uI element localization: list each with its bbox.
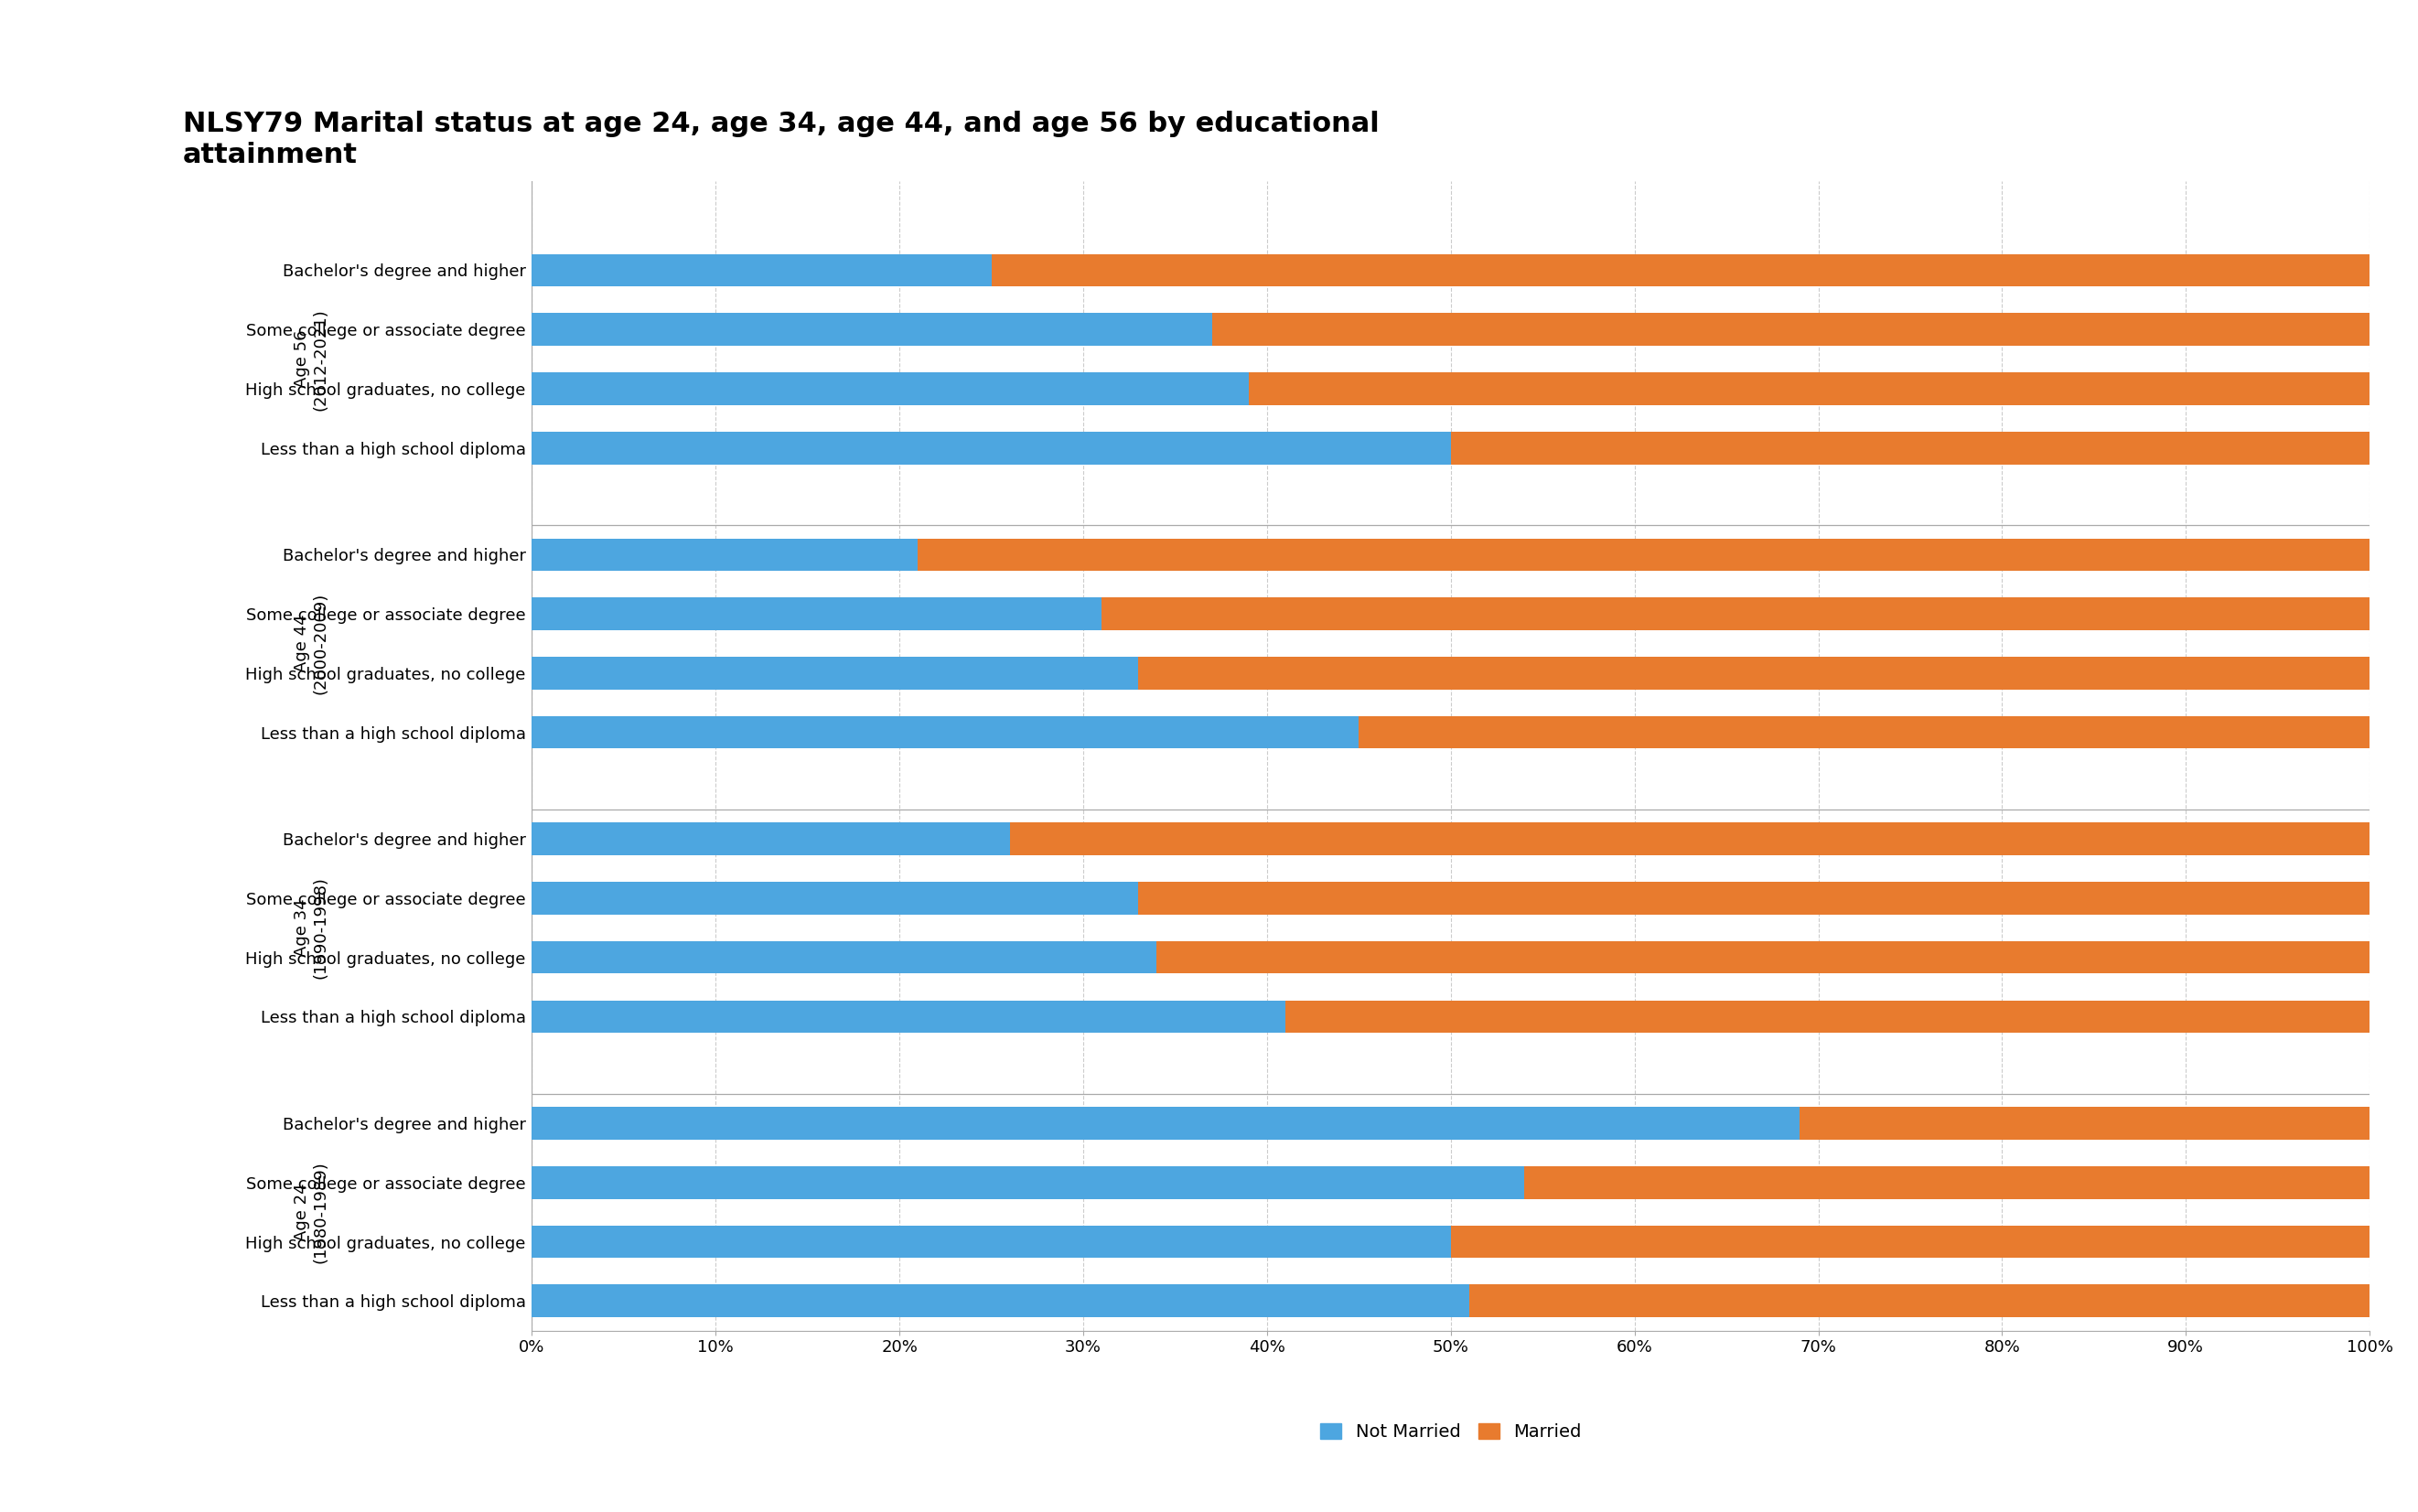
Bar [532,313,1211,346]
Bar [1359,717,2370,748]
Text: Age 24
(1980-1989): Age 24 (1980-1989) [293,1161,329,1263]
Bar [532,823,1011,856]
Bar [1139,656,2370,689]
Bar [1248,372,2370,405]
Bar [532,597,1103,631]
Bar [1451,1225,2370,1258]
Bar [1799,1107,2370,1140]
Bar [532,717,1359,748]
Bar [1103,597,2370,631]
Bar [1286,1001,2370,1033]
Bar [919,538,2370,572]
Bar [1451,432,2370,464]
Bar [1470,1285,2370,1317]
Legend: Not Married, Married: Not Married, Married [1313,1417,1589,1448]
Bar [1211,313,2370,346]
Bar [532,1107,1799,1140]
Text: NLSY79 Marital status at age 24, age 34, age 44, and age 56 by educational
attai: NLSY79 Marital status at age 24, age 34,… [184,110,1378,168]
Bar [532,1285,1470,1317]
Bar [1139,881,2370,915]
Text: Age 34
(1990-1998): Age 34 (1990-1998) [293,877,329,978]
Bar [532,1166,1523,1199]
Bar [532,1225,1451,1258]
Bar [991,254,2370,287]
Bar [1523,1166,2370,1199]
Bar [532,538,919,572]
Bar [532,881,1139,915]
Bar [532,656,1139,689]
Bar [532,940,1156,974]
Text: Age 56
(2012-2021): Age 56 (2012-2021) [293,308,329,410]
Bar [532,432,1451,464]
Bar [1011,823,2370,856]
Bar [1156,940,2370,974]
Bar [532,254,991,287]
Bar [532,372,1248,405]
Text: Age 44
(2000-2009): Age 44 (2000-2009) [293,593,329,694]
Bar [532,1001,1286,1033]
